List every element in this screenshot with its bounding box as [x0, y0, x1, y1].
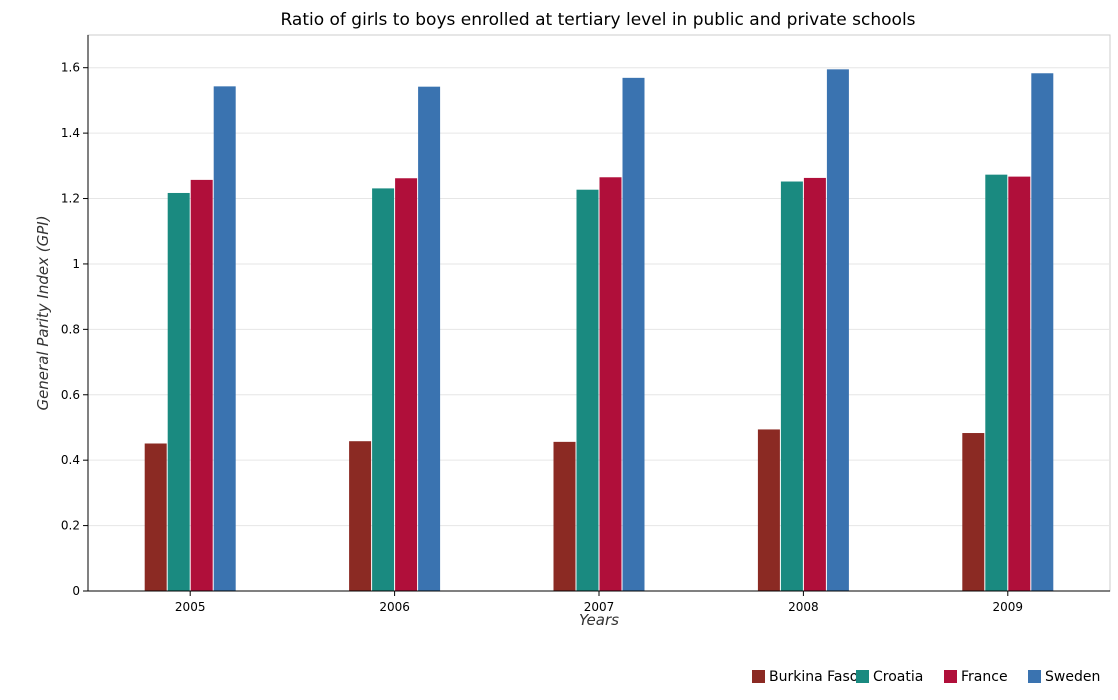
x-axis: 2005 2006 2007 2008 2009 — [88, 590, 1110, 614]
legend-swatch — [752, 670, 765, 683]
chart-title: Ratio of girls to boys enrolled at terti… — [280, 10, 915, 30]
bar — [757, 429, 780, 591]
bar — [395, 178, 418, 591]
legend-swatch — [1028, 670, 1041, 683]
bar — [576, 189, 599, 591]
x-tick-label: 2007 — [584, 600, 615, 614]
bar — [826, 69, 849, 591]
y-tick-label: 1.4 — [61, 126, 80, 140]
bar — [962, 433, 985, 591]
y-tick-label: 0.6 — [61, 388, 80, 402]
y-tick-label: 1.6 — [61, 61, 80, 75]
x-tick-label: 2005 — [175, 600, 206, 614]
bar — [213, 86, 236, 591]
plot-area: 0 0.2 0.4 0.6 0.8 1 1.2 1.4 1.6 2005 2006 2007 2008… — [61, 34, 1111, 614]
bar — [803, 177, 826, 591]
y-tick-label: 1 — [72, 257, 80, 271]
bar — [553, 441, 576, 591]
bar — [349, 441, 372, 591]
bar — [780, 181, 803, 592]
bars — [144, 69, 1054, 592]
bar — [167, 192, 190, 591]
y-axis: 0 0.2 0.4 0.6 0.8 1 1.2 1.4 1.6 — [61, 35, 89, 598]
bar — [985, 174, 1008, 591]
bar — [1031, 73, 1054, 592]
bar — [599, 177, 622, 592]
legend-label: France — [961, 669, 1008, 685]
bar — [418, 86, 441, 591]
x-tick-label: 2009 — [993, 600, 1024, 614]
legend-swatch — [856, 670, 869, 683]
legend-swatch — [944, 670, 957, 683]
legend: Burkina Faso Croatia France Sweden — [752, 669, 1100, 685]
legend-label: Burkina Faso — [769, 669, 858, 685]
y-tick-label: 0.8 — [61, 322, 80, 336]
bar — [1008, 176, 1031, 592]
legend-label: Croatia — [873, 669, 923, 685]
bar — [622, 77, 645, 591]
y-tick-label: 0.2 — [61, 519, 80, 533]
y-axis-label: General Parity Index (GPI) — [34, 215, 52, 410]
legend-label: Sweden — [1045, 669, 1100, 685]
x-axis-label: Years — [579, 611, 619, 629]
bar — [144, 443, 167, 591]
bar — [190, 179, 213, 591]
plot-frame — [87, 34, 1111, 592]
y-tick-label: 1.2 — [61, 192, 80, 206]
x-tick-label: 2008 — [788, 600, 819, 614]
bar — [372, 188, 395, 591]
y-tick-label: 0 — [72, 584, 80, 598]
y-tick-label: 0.4 — [61, 453, 80, 467]
x-tick-label: 2006 — [379, 600, 410, 614]
